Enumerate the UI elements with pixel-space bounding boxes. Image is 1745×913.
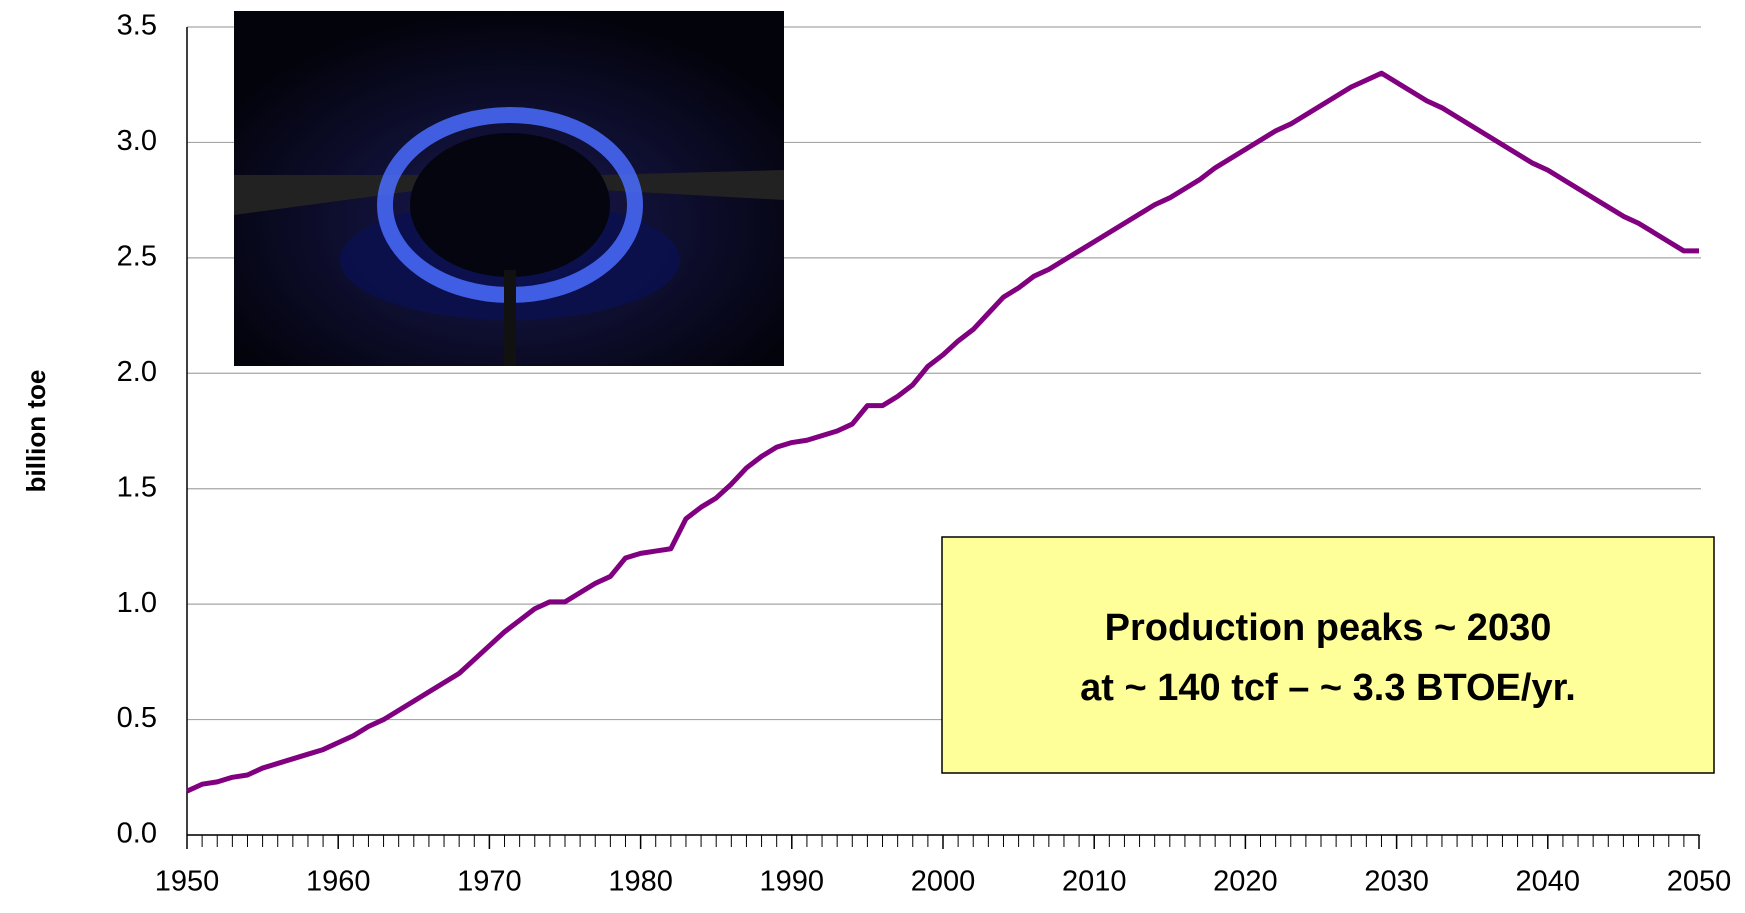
y-tick-label: 1.0 (117, 587, 157, 619)
x-tick-label: 2030 (1364, 866, 1429, 898)
x-tick-label: 2040 (1516, 866, 1581, 898)
y-axis-label: billion toe (21, 370, 51, 493)
annotation-text: at ~ 140 tcf – ~ 3.3 BTOE/yr. (1080, 667, 1576, 709)
x-tick-label: 2020 (1213, 866, 1278, 898)
x-tick-label: 1980 (608, 866, 673, 898)
x-tick-label: 2010 (1062, 866, 1127, 898)
x-tick-label: 1970 (457, 866, 522, 898)
x-tick-label: 2000 (911, 866, 976, 898)
y-tick-label: 1.5 (117, 471, 157, 503)
y-tick-label: 2.0 (117, 356, 157, 388)
annotation-text: Production peaks ~ 2030 (1105, 607, 1552, 649)
photo (234, 11, 784, 366)
y-tick-label: 3.5 (117, 10, 157, 42)
x-tick-label: 2050 (1667, 866, 1732, 898)
y-tick-label: 0.5 (117, 702, 157, 734)
x-tick-label: 1950 (155, 866, 220, 898)
y-tick-label: 2.5 (117, 241, 157, 273)
annotation: Production peaks ~ 2030 at ~ 140 tcf – ~ … (941, 536, 1715, 774)
x-tick-label: 1960 (306, 866, 371, 898)
y-tick-label: 0.0 (117, 818, 157, 850)
y-tick-label: 3.0 (117, 125, 157, 157)
x-tick-label: 1990 (760, 866, 825, 898)
line (185, 70, 1699, 794)
